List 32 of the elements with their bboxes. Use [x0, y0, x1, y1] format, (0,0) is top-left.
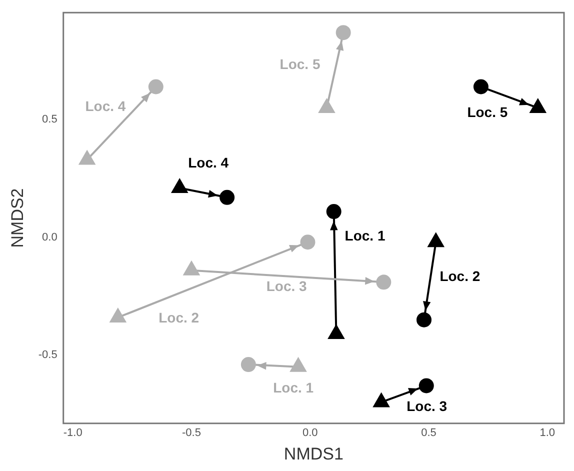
point [473, 79, 488, 94]
annotation: Loc. 2 [158, 310, 200, 326]
x-tick-label: -1.0 [63, 427, 82, 440]
annotation: Loc. 1 [273, 380, 314, 396]
x-tick-label: 0.0 [302, 427, 318, 440]
annotation: Loc. 3 [266, 278, 308, 294]
point [328, 324, 345, 339]
annotation: Loc. 5 [467, 104, 508, 120]
annotation: Loc. 2 [440, 268, 480, 284]
y-tick-label: 0.0 [42, 231, 58, 244]
x-tick-label: 1.0 [540, 427, 556, 440]
annotation: Loc. 3 [406, 398, 448, 414]
annotation: Loc. 5 [280, 56, 320, 72]
annotation: Loc. 1 [344, 228, 386, 244]
point [110, 308, 126, 322]
annotation: Loc. 4 [188, 154, 229, 171]
point [220, 190, 235, 205]
y-axis-title: NMDS2 [8, 188, 27, 248]
point [300, 234, 316, 250]
x-tick-label: -0.5 [182, 427, 201, 440]
point [290, 357, 307, 372]
point [326, 204, 342, 220]
point [183, 260, 200, 276]
point [373, 392, 390, 408]
point [336, 25, 351, 40]
x-axis-title: NMDS1 [284, 444, 344, 464]
y-tick-label: 0.5 [42, 114, 58, 126]
y-tick-label: -0.5 [38, 349, 58, 362]
point [148, 79, 164, 94]
annotation: Loc. 4 [85, 98, 126, 114]
x-tick-label: 0.5 [421, 427, 436, 440]
point [428, 232, 444, 248]
